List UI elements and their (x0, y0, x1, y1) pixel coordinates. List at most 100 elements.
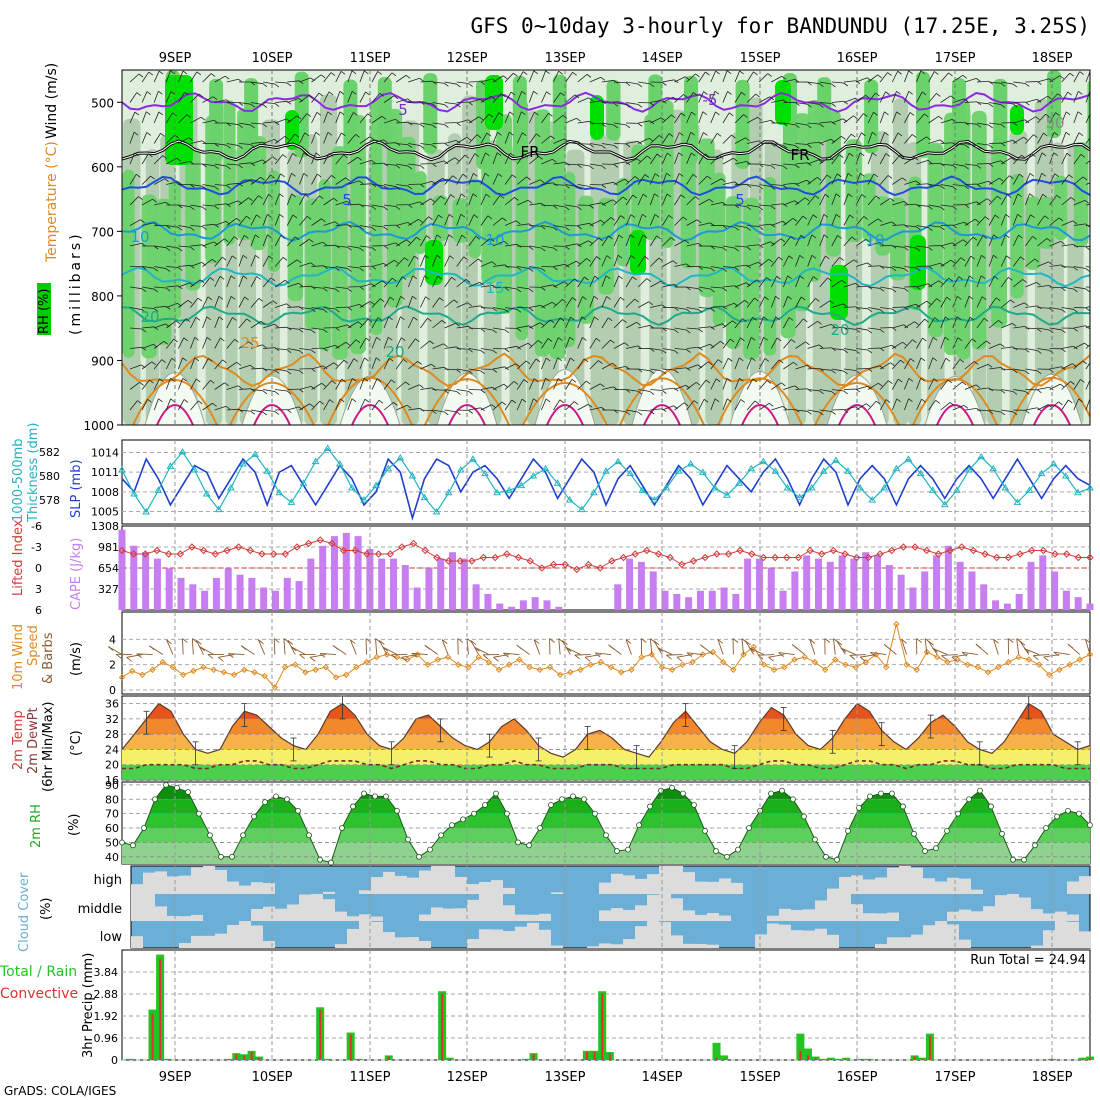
wind-barb-flag (1061, 287, 1066, 292)
rh-point (284, 796, 290, 803)
precip-convective-bar (860, 1059, 863, 1060)
wind-barb (637, 193, 644, 206)
wind-barb-flag (787, 295, 792, 300)
rh-point (625, 846, 631, 853)
wind-barb-flag (441, 639, 448, 644)
wind-barb-flag (304, 194, 310, 198)
wind-barb (299, 327, 312, 331)
wind-barb (129, 242, 142, 247)
wind-barb-flag (981, 296, 987, 300)
cape-bar (649, 571, 657, 610)
wind-barb (250, 81, 263, 85)
wind-barb (480, 215, 489, 226)
wind-barb (988, 234, 994, 247)
wind-barb-flag (416, 236, 421, 241)
wind-barb-flag (694, 196, 700, 200)
wind-barb-flag (927, 283, 933, 288)
wind-barb-flag (138, 196, 143, 200)
wind-barb (553, 299, 563, 308)
wind-speed-point (139, 671, 146, 679)
wind-barb (226, 236, 235, 247)
rh-point (977, 787, 983, 794)
wind-barb-flag (475, 235, 481, 240)
wind-barb (468, 193, 474, 206)
rh-point (295, 807, 301, 814)
wind-barb-flag (426, 235, 431, 239)
wind-barb-flag (254, 234, 260, 239)
rh-saturated (485, 75, 503, 130)
wind-barb-flag (778, 359, 784, 364)
cape-bar (390, 558, 398, 610)
wind-barb-flag (335, 267, 340, 272)
wind-barb (286, 153, 294, 165)
wind-barb (371, 93, 381, 103)
wind-barb (686, 73, 696, 83)
wind-barb-flag (934, 71, 939, 75)
wind-barb (432, 177, 443, 185)
wind-barb (916, 245, 929, 248)
wind-barb-flag (668, 133, 674, 137)
wind-barb (371, 378, 378, 390)
wind-barb-flag (666, 654, 672, 660)
wind-barb (686, 364, 698, 370)
wind-barb (976, 340, 987, 349)
thickness-point (1037, 469, 1046, 477)
wind-barb-flag (855, 80, 861, 85)
precip-marks: 00.961.922.883.84 (94, 954, 1094, 1067)
wind-barb-flag (920, 377, 925, 382)
rh-upper-moist (915, 71, 930, 158)
cloud-bar (503, 905, 515, 921)
rh-point (152, 796, 158, 803)
wind-barb-flag (274, 411, 280, 415)
precip-convective-bar (441, 993, 444, 1060)
wind-barb-flag (1023, 136, 1028, 141)
wind-barb (323, 175, 332, 185)
wind-barb (1000, 234, 1006, 247)
wind-barb-flag (1010, 299, 1015, 304)
wind-barb-flag (444, 389, 449, 394)
wind-barb-flag (250, 103, 256, 108)
wind-barb (746, 357, 752, 370)
wind-barb-flag (451, 276, 456, 281)
wind-barb (420, 216, 429, 226)
wind-barb-flag (533, 378, 539, 382)
li-point (479, 553, 488, 562)
wind-barb-flag (159, 378, 164, 383)
wind-barb (335, 341, 347, 349)
wind-barb (686, 346, 699, 349)
wind-barb (528, 398, 534, 411)
wind-barb-flag (1005, 234, 1010, 239)
wind-barb-flag (879, 242, 884, 246)
cloud-bar (947, 911, 959, 921)
wind-barb-flag (963, 405, 969, 409)
wind-barb (553, 161, 566, 165)
cape-bar (460, 558, 468, 610)
wind-speed-point (536, 666, 543, 673)
wind-barb (323, 132, 329, 144)
wind-barb (395, 337, 402, 349)
wind-barb-flag (956, 316, 962, 321)
wind-barb (952, 74, 963, 83)
wind-barb-flag (683, 402, 689, 407)
wind-barb (976, 387, 989, 390)
wind-barb-flag (855, 350, 860, 354)
wind-barb (178, 378, 184, 390)
wind-barb-flag (545, 398, 551, 403)
wind-barb-flag (238, 124, 243, 129)
wind-barb (855, 307, 868, 310)
wind-barb-flag (504, 329, 510, 334)
wind-barb (444, 389, 457, 392)
precip-convective-bar (601, 993, 604, 1060)
wind-barb (299, 132, 306, 144)
wind-barb-flag (792, 217, 798, 222)
wind-barb-flag (345, 341, 351, 346)
isotherm-label: 20 (140, 308, 159, 326)
wind-barb (650, 304, 663, 308)
wind-barb (833, 638, 836, 655)
wind-barb (879, 132, 885, 144)
cape-bar (767, 568, 775, 610)
wind-barb-flag (807, 162, 812, 167)
rh-point (1065, 807, 1071, 814)
wind-barb-flag (513, 72, 518, 77)
precip-convective-bar (913, 1056, 916, 1060)
